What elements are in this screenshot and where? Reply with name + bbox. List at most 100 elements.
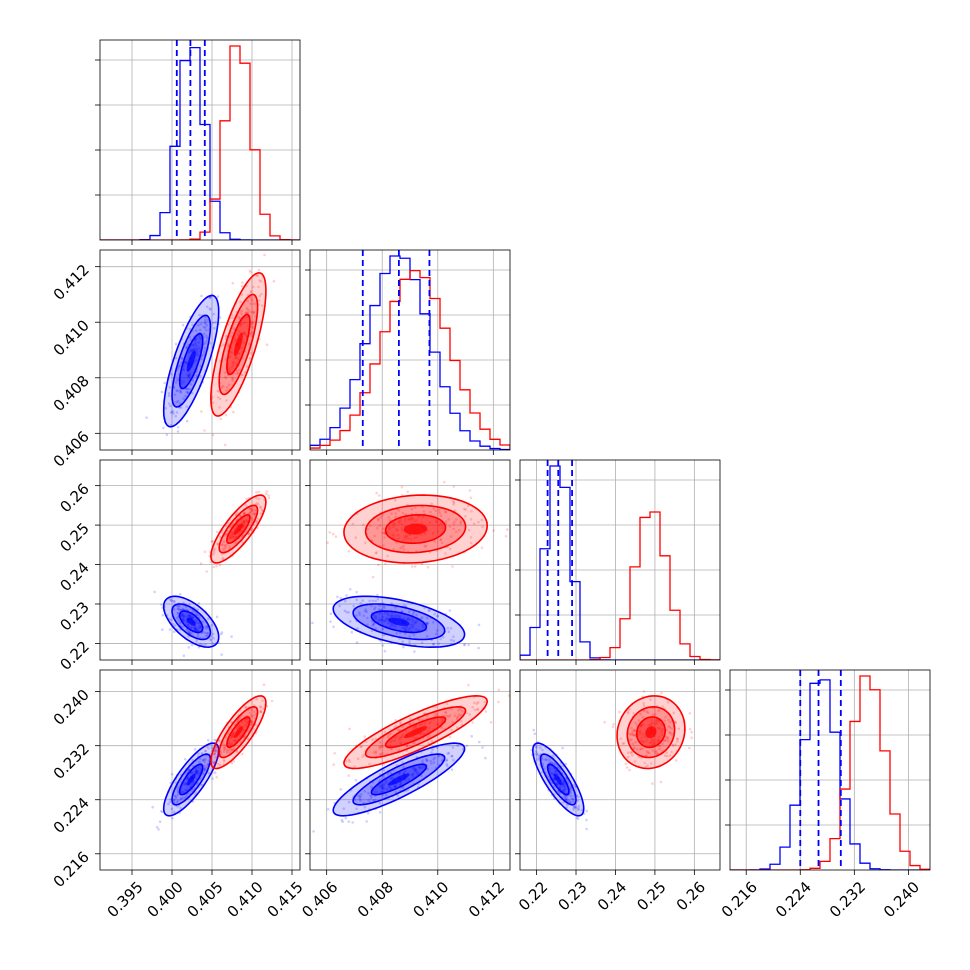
scatter-point (172, 799, 176, 802)
scatter-point (405, 744, 409, 748)
scatter-point (382, 544, 385, 547)
panel-content (730, 670, 930, 870)
scatter-point (452, 503, 455, 506)
scatter-point (213, 761, 216, 764)
scatter-point (358, 613, 362, 616)
scatter-point (425, 728, 429, 732)
scatter-point (565, 795, 569, 798)
scatter-point (177, 607, 180, 610)
scatter-point (178, 605, 181, 608)
scatter-point (204, 768, 207, 772)
scatter-point (401, 761, 404, 764)
scatter-point (250, 720, 253, 723)
scatter-point (206, 318, 210, 322)
scatter-point (642, 739, 645, 743)
scatter-point (429, 510, 432, 514)
scatter-point (457, 709, 460, 712)
scatter-point (243, 511, 246, 515)
scatter-point (423, 545, 427, 548)
scatter-point (690, 730, 693, 734)
scatter-point (253, 509, 257, 512)
scatter-point (197, 341, 201, 344)
scatter-point (390, 777, 394, 780)
scatter-point (626, 755, 630, 759)
scatter-point (409, 518, 413, 521)
scatter-point (213, 752, 217, 756)
scatter-point (329, 612, 333, 615)
scatter-point (388, 625, 392, 629)
scatter-point (233, 535, 236, 539)
scatter-point (244, 718, 247, 721)
scatter-point (368, 599, 371, 603)
scatter-point (384, 780, 388, 784)
scatter-point (656, 739, 660, 742)
scatter-point (655, 752, 659, 755)
scatter-point (231, 376, 234, 379)
panel-3-2: 0.22 0.23 0.24 0.25 0.26 (515, 669, 721, 914)
scatter-point (646, 711, 650, 714)
scatter-point (422, 765, 426, 768)
scatter-point (258, 705, 262, 708)
scatter-point (421, 761, 424, 764)
scatter-point (205, 336, 209, 340)
scatter-point (438, 511, 442, 514)
scatter-point (210, 623, 214, 627)
scatter-point (238, 735, 242, 738)
scatter-point (182, 397, 185, 400)
scatter-point (572, 798, 575, 801)
scatter-point (177, 793, 180, 796)
scatter-point (254, 512, 257, 516)
scatter-point (234, 739, 238, 742)
scatter-point (396, 794, 400, 797)
scatter-point (183, 783, 186, 786)
scatter-point (249, 302, 253, 306)
scatter-point (353, 765, 357, 768)
scatter-point (191, 616, 194, 619)
scatter-point (239, 322, 243, 326)
scatter-point (243, 331, 246, 335)
contour-blue (388, 773, 410, 786)
scatter-point (672, 711, 676, 715)
scatter-point (366, 616, 369, 620)
histogram-red (310, 269, 510, 450)
scatter-point (177, 604, 180, 607)
scatter-point (216, 396, 220, 399)
scatter-point (216, 762, 220, 766)
scatter-point (249, 296, 252, 299)
scatter-point (208, 638, 212, 641)
scatter-point (252, 512, 255, 516)
scatter-point (651, 713, 655, 716)
scatter-point (221, 556, 225, 560)
scatter-point (439, 538, 442, 542)
scatter-point (196, 769, 199, 773)
scatter-point (172, 608, 176, 611)
scatter-point (626, 710, 630, 713)
scatter-point (406, 490, 410, 494)
scatter-point (248, 334, 252, 338)
scatter-point (195, 769, 198, 772)
scatter-point (550, 772, 553, 775)
scatter-point (444, 510, 448, 514)
scatter-point (635, 723, 639, 727)
scatter-point (347, 800, 351, 804)
scatter-point (379, 778, 382, 782)
scatter-point (366, 623, 369, 627)
panel-frame (519, 459, 721, 661)
scatter-point (199, 337, 202, 340)
scatter-point (228, 536, 232, 540)
scatter-point (473, 708, 477, 712)
scatter-point (577, 795, 580, 799)
scatter-point (382, 787, 385, 790)
scatter-point (564, 798, 568, 801)
scatter-point (202, 773, 205, 776)
scatter-point (234, 338, 237, 341)
scatter-point (243, 521, 246, 525)
scatter-point (372, 799, 375, 802)
scatter-point (428, 521, 432, 524)
scatter-point (459, 707, 462, 711)
scatter-point (419, 617, 423, 620)
scatter-point (379, 516, 383, 519)
scatter-point (446, 764, 449, 768)
scatter-point (377, 608, 381, 611)
scatter-point (197, 766, 200, 769)
